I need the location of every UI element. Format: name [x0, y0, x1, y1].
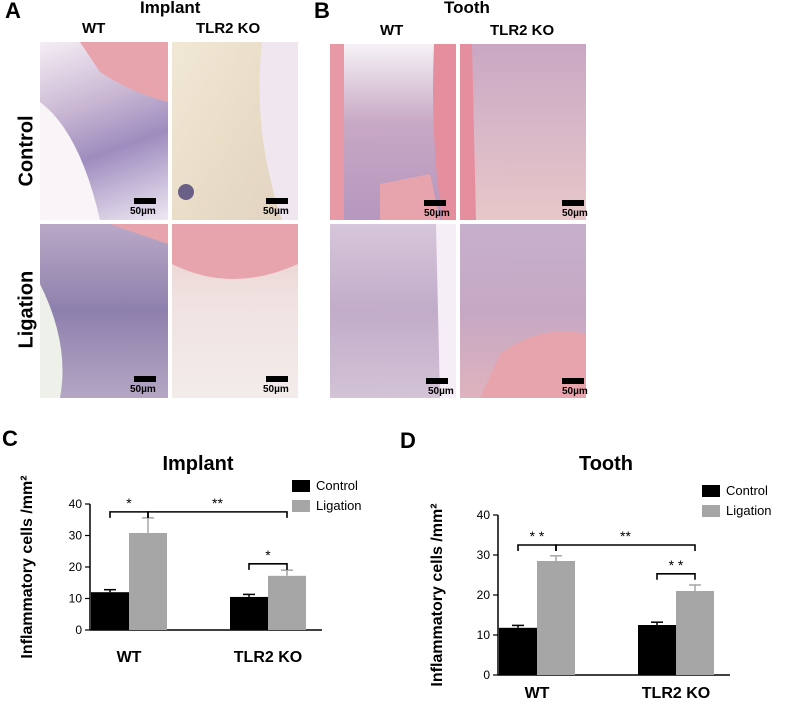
micrograph-implant-wt-control	[40, 42, 168, 220]
y-tick-label: 20	[477, 588, 491, 602]
panel-label-a: A	[5, 0, 21, 23]
micrograph-implant-ko-ligation	[172, 224, 298, 398]
significance-bracket	[147, 511, 288, 518]
y-tick-label: 30	[69, 529, 83, 543]
tissue-texture	[40, 42, 168, 220]
x-tick-label: WT	[525, 685, 550, 702]
y-axis-label: Inflammatory cells /mm²	[429, 503, 446, 686]
legend-swatch	[702, 485, 720, 497]
y-tick-label: 0	[483, 668, 490, 682]
bar	[638, 625, 676, 675]
scale-bar-label: 50µm	[130, 384, 156, 395]
panel-a-title: Implant	[140, 0, 201, 17]
scale-bar	[424, 200, 446, 206]
panel-a-col-wt: WT	[82, 20, 106, 37]
scale-bar	[562, 378, 584, 384]
chart-title: Implant	[162, 453, 233, 475]
significance-label: *	[265, 547, 271, 563]
bar	[230, 596, 268, 630]
x-tick-label: TLR2 KO	[234, 649, 302, 666]
scale-bar-label: 50µm	[130, 206, 156, 217]
micrograph-tooth-wt-ligation	[330, 224, 456, 398]
significance-label: **	[620, 528, 631, 544]
panel-b-title: Tooth	[444, 0, 490, 17]
bar	[129, 532, 167, 630]
x-tick-label: WT	[117, 649, 142, 666]
scale-bar-label: 50µm	[263, 384, 289, 395]
legend-swatch	[292, 480, 310, 492]
scale-bar	[266, 198, 288, 204]
significance-bracket	[517, 544, 557, 551]
micrograph-tooth-ko-control	[460, 44, 586, 220]
tissue-texture	[330, 44, 456, 220]
y-tick-label: 20	[69, 560, 83, 574]
tissue-texture	[436, 224, 456, 398]
micrograph-tooth-ko-ligation	[460, 224, 586, 398]
legend-swatch	[292, 500, 310, 512]
micrograph-implant-wt-ligation	[40, 224, 168, 398]
scale-bar-label: 50µm	[428, 386, 454, 397]
row-label-ligation: Ligation	[15, 270, 38, 349]
row-label-control: Control	[15, 115, 38, 187]
chart-implant: Implant Inflammatory cells /mm² 0 10 20 30 40 W…	[19, 453, 362, 666]
y-tick-label: 30	[477, 548, 491, 562]
bar	[676, 591, 714, 675]
significance-label: * *	[530, 528, 545, 544]
legend-label: Ligation	[726, 503, 772, 518]
significance-bracket	[555, 544, 696, 551]
y-tick-label: 40	[69, 497, 83, 511]
panel-label-b: B	[314, 0, 330, 23]
y-tick-label: 40	[477, 508, 491, 522]
scale-bar	[562, 200, 584, 206]
significance-label: *	[126, 495, 132, 511]
tissue-texture	[172, 224, 298, 279]
legend-label: Control	[316, 478, 358, 493]
tissue-texture	[480, 331, 586, 398]
chart-tooth: Tooth Inflammatory cells /mm² 0 10 20 30 40 WT T…	[429, 453, 772, 702]
x-tick-label: TLR2 KO	[642, 685, 710, 702]
panel-b-col-ko: TLR2 KO	[490, 22, 555, 39]
micrograph-tooth-wt-control	[330, 44, 456, 220]
significance-label: * *	[669, 557, 684, 573]
legend-label: Ligation	[316, 498, 362, 513]
significance-label: **	[212, 495, 223, 511]
bar	[91, 592, 129, 630]
chart-title: Tooth	[579, 453, 633, 475]
bar	[499, 627, 537, 675]
y-tick-label: 10	[477, 628, 491, 642]
tissue-texture	[40, 224, 168, 398]
scale-bar	[134, 198, 156, 204]
significance-bracket	[248, 563, 288, 570]
significance-bracket	[656, 573, 696, 580]
scale-bar-label: 50µm	[562, 208, 588, 219]
panel-label-d: D	[400, 428, 416, 453]
scale-bar	[266, 376, 288, 382]
bar	[268, 575, 306, 630]
scale-bar	[134, 376, 156, 382]
panel-b-col-wt: WT	[380, 22, 404, 39]
bar	[537, 561, 575, 675]
panel-a-col-ko: TLR2 KO	[196, 20, 261, 37]
legend-swatch	[702, 505, 720, 517]
y-axis-label: Inflammatory cells /mm²	[19, 475, 36, 658]
scale-bar	[426, 378, 448, 384]
scale-bar-label: 50µm	[562, 386, 588, 397]
scale-bar-label: 50µm	[424, 208, 450, 219]
y-tick-label: 0	[75, 623, 82, 637]
y-tick-label: 10	[69, 592, 83, 606]
significance-bracket	[109, 511, 149, 518]
panel-label-c: C	[2, 426, 18, 451]
tissue-texture	[178, 42, 298, 220]
scale-bar-label: 50µm	[263, 206, 289, 217]
micrograph-implant-ko-control	[172, 42, 298, 220]
tissue-texture	[460, 44, 476, 220]
legend-label: Control	[726, 483, 768, 498]
